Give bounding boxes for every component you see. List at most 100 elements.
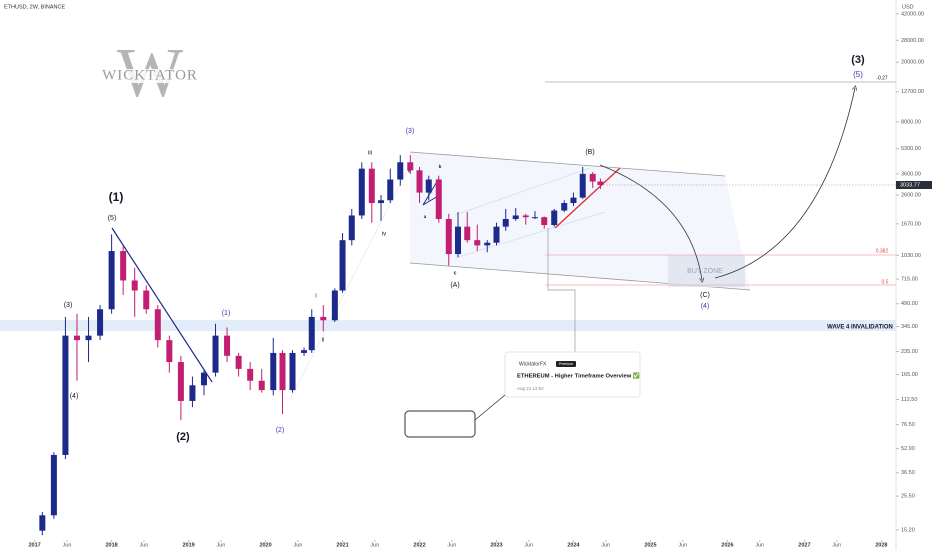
annotation: (1) xyxy=(222,310,231,317)
candle-body xyxy=(247,368,254,381)
y-tick-label: 36.50 xyxy=(901,470,915,476)
annotation: BUY ZONE xyxy=(687,268,723,275)
card-date: Aug 21 12:52 xyxy=(517,386,544,391)
candle-body xyxy=(561,203,568,211)
candle-body xyxy=(368,168,375,204)
candle-body xyxy=(551,210,558,226)
candle-body xyxy=(579,173,586,198)
x-tick-label: Jun xyxy=(678,542,687,548)
currency: USD xyxy=(902,4,914,10)
y-tick-label: 715.00 xyxy=(901,277,918,283)
annotation: WAVE 4 INVALIDATION xyxy=(827,325,893,331)
candles xyxy=(39,155,604,536)
x-tick-label: 2020 xyxy=(259,542,271,548)
candle-body xyxy=(455,226,462,255)
annotation: v xyxy=(408,169,411,175)
candle-body xyxy=(224,335,231,356)
x-tick-label: Jun xyxy=(370,542,379,548)
annotation: (3) xyxy=(64,302,73,309)
y-tick-label: 28000.00 xyxy=(901,38,924,44)
annotation: iii xyxy=(368,151,372,157)
trend-line xyxy=(111,227,213,383)
candle-body xyxy=(522,215,529,218)
x-tick-label: Jun xyxy=(447,542,456,548)
y-tick-label: 3600.00 xyxy=(901,171,921,177)
annotation: (B) xyxy=(585,149,594,156)
annotation: (5) xyxy=(108,215,117,222)
candle-body xyxy=(97,309,104,336)
annotation: -0.27 xyxy=(876,75,888,81)
drawings: W xyxy=(0,35,896,401)
candle-body xyxy=(154,309,161,341)
annotation: ii xyxy=(322,338,325,344)
card-bg xyxy=(504,351,641,398)
annotation: (4) xyxy=(70,393,79,400)
y-tick-label: 52.90 xyxy=(901,446,915,452)
y-tick-label: 1670.00 xyxy=(901,221,921,227)
candle-body xyxy=(258,380,265,391)
x-tick-label: 2027 xyxy=(798,542,810,548)
y-tick-label: 5300.00 xyxy=(901,146,921,152)
candle-body xyxy=(85,335,92,341)
annotation: 0.382 xyxy=(876,248,889,254)
logo-text: WICKTATOR xyxy=(102,67,198,83)
channel-fill xyxy=(410,152,750,290)
candle-body xyxy=(301,350,308,353)
x-tick-label: 2017 xyxy=(29,542,41,548)
annotation: (C) xyxy=(700,292,710,299)
x-tick-label: Jun xyxy=(216,542,225,548)
candle-body xyxy=(108,251,115,310)
candle-body xyxy=(378,200,385,204)
path-arrow xyxy=(599,164,702,280)
candle-body xyxy=(279,352,286,391)
channel-top xyxy=(409,151,726,177)
candle-body xyxy=(212,335,219,373)
invalidation-band xyxy=(0,320,896,331)
candle-body xyxy=(502,218,509,227)
y-tick-label: 42000.00 xyxy=(901,11,924,17)
x-tick-label: 2019 xyxy=(182,542,194,548)
inner-line xyxy=(454,211,606,259)
candle-body xyxy=(541,217,548,226)
x-tick-label: Jun xyxy=(755,542,764,548)
gain-pointer xyxy=(474,394,506,421)
x-tick-label: 2023 xyxy=(490,542,502,548)
candle-body xyxy=(570,197,577,204)
y-tick-label: 15.20 xyxy=(901,527,915,533)
x-tick-label: Jun xyxy=(293,542,302,548)
y-tick-label: 490.00 xyxy=(901,301,918,307)
candle-body xyxy=(177,362,184,401)
candle-body xyxy=(435,179,442,219)
y-tick-label: 12700.00 xyxy=(901,89,924,95)
candle-body xyxy=(289,352,296,391)
y-tick-label: 8000.00 xyxy=(901,119,921,125)
annotation: c xyxy=(454,270,457,276)
x-tick-label: 2025 xyxy=(644,542,656,548)
annotation: (5) xyxy=(853,70,863,79)
annotation: a xyxy=(424,214,427,219)
annotation: i xyxy=(315,294,316,300)
y-tick-label: 345.00 xyxy=(901,324,918,330)
inner-line xyxy=(289,164,411,401)
candle-body xyxy=(235,355,242,369)
x-tick-label: Jun xyxy=(524,542,533,548)
candle-body xyxy=(331,290,338,321)
annotation: 0.5 xyxy=(882,279,889,285)
candle-body xyxy=(445,218,452,255)
candle-body xyxy=(189,385,196,401)
y-tick-label: 112.50 xyxy=(901,397,917,403)
candle-body xyxy=(425,179,432,193)
x-tick-label: Jun xyxy=(832,542,841,548)
candle-body xyxy=(166,340,173,363)
candle-body xyxy=(200,372,207,386)
axes: 42000.00 28000.00 20000.00 12700.00 8000.00 5… xyxy=(29,0,932,550)
y-tick-label: 1030.00 xyxy=(901,253,921,259)
candle-body xyxy=(416,170,423,193)
candle-body xyxy=(143,290,150,310)
candle-body xyxy=(358,168,365,216)
y-tick-label: 25.50 xyxy=(901,494,915,500)
annotation: (2) xyxy=(276,427,285,434)
annotation: (A) xyxy=(450,282,459,289)
